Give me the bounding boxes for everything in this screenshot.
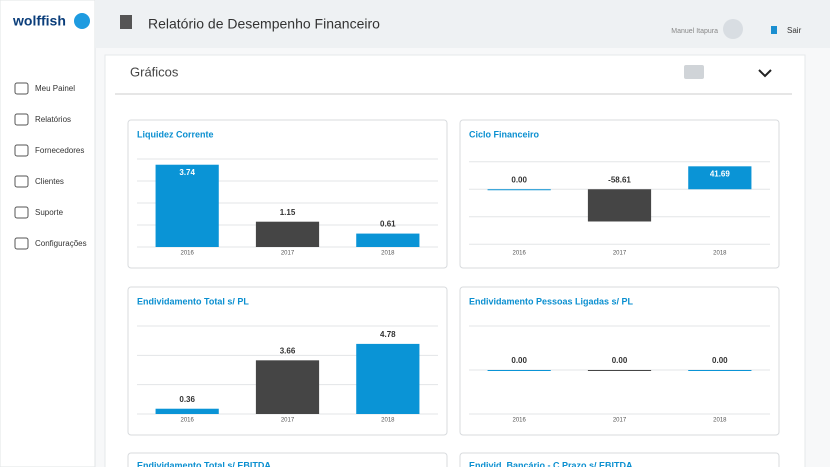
data-label: 1.15 (280, 208, 296, 217)
bar (356, 344, 419, 414)
user-name[interactable]: Manuel Itapura (671, 28, 718, 35)
bar (156, 409, 219, 414)
chart-title: Endividamento Total s/ PL (137, 296, 249, 306)
x-tick-label: 2018 (381, 418, 395, 424)
chart-title: Liquidez Corrente (137, 129, 214, 139)
report-icon (120, 15, 132, 29)
screen: wolffish Relatório de Desempenho Finance… (0, 0, 830, 467)
logo-icon (74, 13, 90, 29)
panel-title: Gráficos (130, 64, 179, 79)
x-tick-label: 2016 (180, 418, 194, 424)
print-button[interactable] (684, 65, 704, 79)
x-tick-label: 2016 (180, 251, 194, 257)
chart-title: Endivid. Bancário - C.Prazo s/ EBITDA (469, 460, 633, 467)
x-tick-label: 2018 (381, 251, 395, 257)
bar (156, 165, 219, 247)
logout-icon (771, 26, 777, 34)
data-label: 3.66 (280, 346, 296, 355)
bar (488, 189, 551, 190)
bar (588, 189, 651, 221)
x-tick-label: 2018 (713, 251, 727, 257)
x-tick-label: 2016 (512, 251, 526, 257)
data-label: 0.00 (612, 356, 628, 365)
x-tick-label: 2017 (613, 418, 627, 424)
x-tick-label: 2017 (613, 251, 627, 257)
data-label: 0.36 (179, 395, 195, 404)
data-label: -58.61 (608, 175, 631, 184)
menu-item[interactable]: Fornecedores (35, 146, 84, 155)
chart-title: Ciclo Financeiro (469, 129, 540, 139)
bar (256, 360, 319, 414)
data-label: 41.69 (710, 169, 731, 178)
menu-item[interactable]: Relatórios (35, 115, 71, 124)
x-tick-label: 2016 (512, 418, 526, 424)
bar (488, 370, 551, 371)
header-title: Relatório de Desempenho Financeiro (148, 16, 380, 32)
menu-item[interactable]: Meu Painel (35, 84, 75, 93)
bar (588, 370, 651, 371)
x-tick-label: 2017 (281, 418, 295, 424)
logo[interactable]: wolffish (12, 13, 66, 29)
page: {"sidebar": {"logo": "wolffish", "menu":… (0, 0, 830, 467)
x-tick-label: 2018 (713, 418, 727, 424)
data-label: 0.00 (712, 356, 728, 365)
menu-item[interactable]: Suporte (35, 208, 64, 217)
data-label: 0.00 (511, 356, 527, 365)
bar (256, 222, 319, 247)
logout[interactable]: Sair (787, 26, 802, 35)
menu-item[interactable]: Configurações (35, 239, 87, 248)
x-tick-label: 2017 (281, 251, 295, 257)
bar (356, 234, 419, 247)
sidebar (0, 0, 95, 467)
data-label: 0.61 (380, 220, 396, 229)
avatar[interactable] (723, 19, 743, 39)
chart-title: Endividamento Total s/ EBITDA (137, 460, 271, 467)
data-label: 0.00 (511, 175, 527, 184)
chart-title: Endividamento Pessoas Ligadas s/ PL (469, 296, 634, 306)
data-label: 3.74 (179, 168, 195, 177)
menu-item[interactable]: Clientes (35, 177, 64, 186)
bar (688, 370, 751, 371)
data-label: 4.78 (380, 330, 396, 339)
